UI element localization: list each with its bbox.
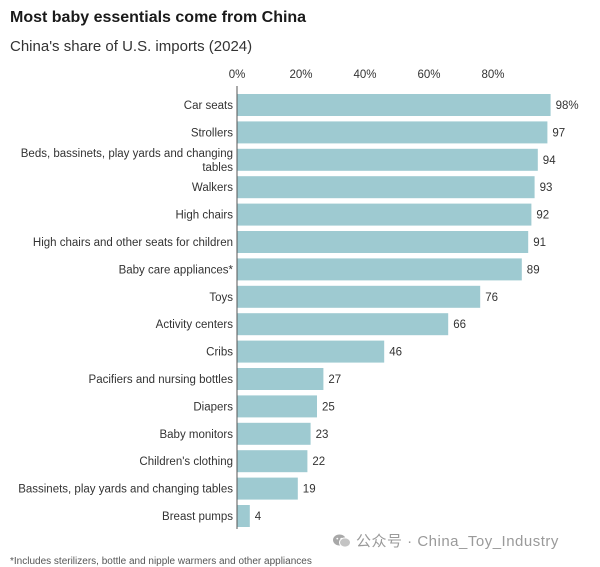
- bar: [237, 176, 535, 199]
- category-label: Activity centers: [156, 319, 234, 331]
- category-label: Cribs: [206, 347, 233, 359]
- bar: [237, 121, 548, 144]
- x-tick-label: 80%: [481, 69, 504, 81]
- category-label: Walkers: [192, 182, 233, 194]
- category-label: Toys: [209, 292, 233, 304]
- value-label: 76: [485, 292, 498, 304]
- category-label: Diapers: [193, 401, 233, 413]
- value-label: 25: [322, 401, 335, 413]
- bar: [237, 340, 385, 363]
- bar: [237, 422, 311, 445]
- bar: [237, 285, 481, 308]
- footnote: *Includes sterilizers, bottle and nipple…: [10, 556, 312, 567]
- chart-subtitle: China's share of U.S. imports (2024): [10, 38, 253, 55]
- x-tick-label: 40%: [353, 69, 376, 81]
- bar: [237, 450, 308, 473]
- value-label: 22: [312, 456, 325, 468]
- bar: [237, 477, 298, 500]
- category-label: Bassinets, play yards and changing table…: [18, 484, 233, 496]
- value-label: 46: [389, 347, 402, 359]
- value-label: 97: [552, 127, 565, 139]
- bar: [237, 231, 529, 253]
- category-label: Breast pumps: [162, 511, 233, 523]
- category-label: Baby monitors: [159, 429, 233, 441]
- category-label: Strollers: [191, 127, 233, 139]
- bar: [237, 148, 538, 171]
- chart-title: Most baby essentials come from China: [10, 9, 307, 26]
- wechat-icon: [333, 534, 351, 548]
- value-label: 66: [453, 319, 466, 331]
- category-label: Pacifiers and nursing bottles: [89, 374, 234, 386]
- category-label: Baby care appliances*: [119, 264, 234, 276]
- category-label: Car seats: [184, 100, 233, 112]
- value-label: 91: [533, 237, 546, 249]
- bar: [237, 368, 324, 390]
- watermark-text: 公众号 · China_Toy_Industry: [356, 533, 559, 550]
- bar: [237, 313, 449, 336]
- value-label: 92: [536, 210, 549, 222]
- x-tick-label: 60%: [417, 69, 440, 81]
- value-label: 27: [328, 374, 341, 386]
- category-label: Children's clothing: [139, 456, 233, 468]
- value-label: 4: [255, 511, 262, 523]
- bar: [237, 258, 522, 281]
- x-tick-label: 20%: [289, 69, 312, 81]
- watermark: 公众号 · China_Toy_Industry: [332, 530, 559, 551]
- bar: [237, 395, 317, 418]
- category-label: Beds, bassinets, play yards and changing: [21, 148, 233, 160]
- category-label: tables: [202, 162, 233, 174]
- bar: [237, 94, 551, 116]
- value-label: 93: [540, 182, 553, 194]
- value-label: 89: [527, 264, 540, 276]
- bar: [237, 505, 250, 527]
- value-label: 94: [543, 155, 556, 167]
- bar: [237, 203, 532, 226]
- value-label: 23: [316, 429, 329, 441]
- x-tick-label: 0%: [229, 69, 246, 81]
- value-label: 98%: [556, 100, 579, 112]
- category-label: High chairs and other seats for children: [33, 237, 233, 249]
- value-label: 19: [303, 484, 316, 496]
- category-label: High chairs: [175, 210, 233, 222]
